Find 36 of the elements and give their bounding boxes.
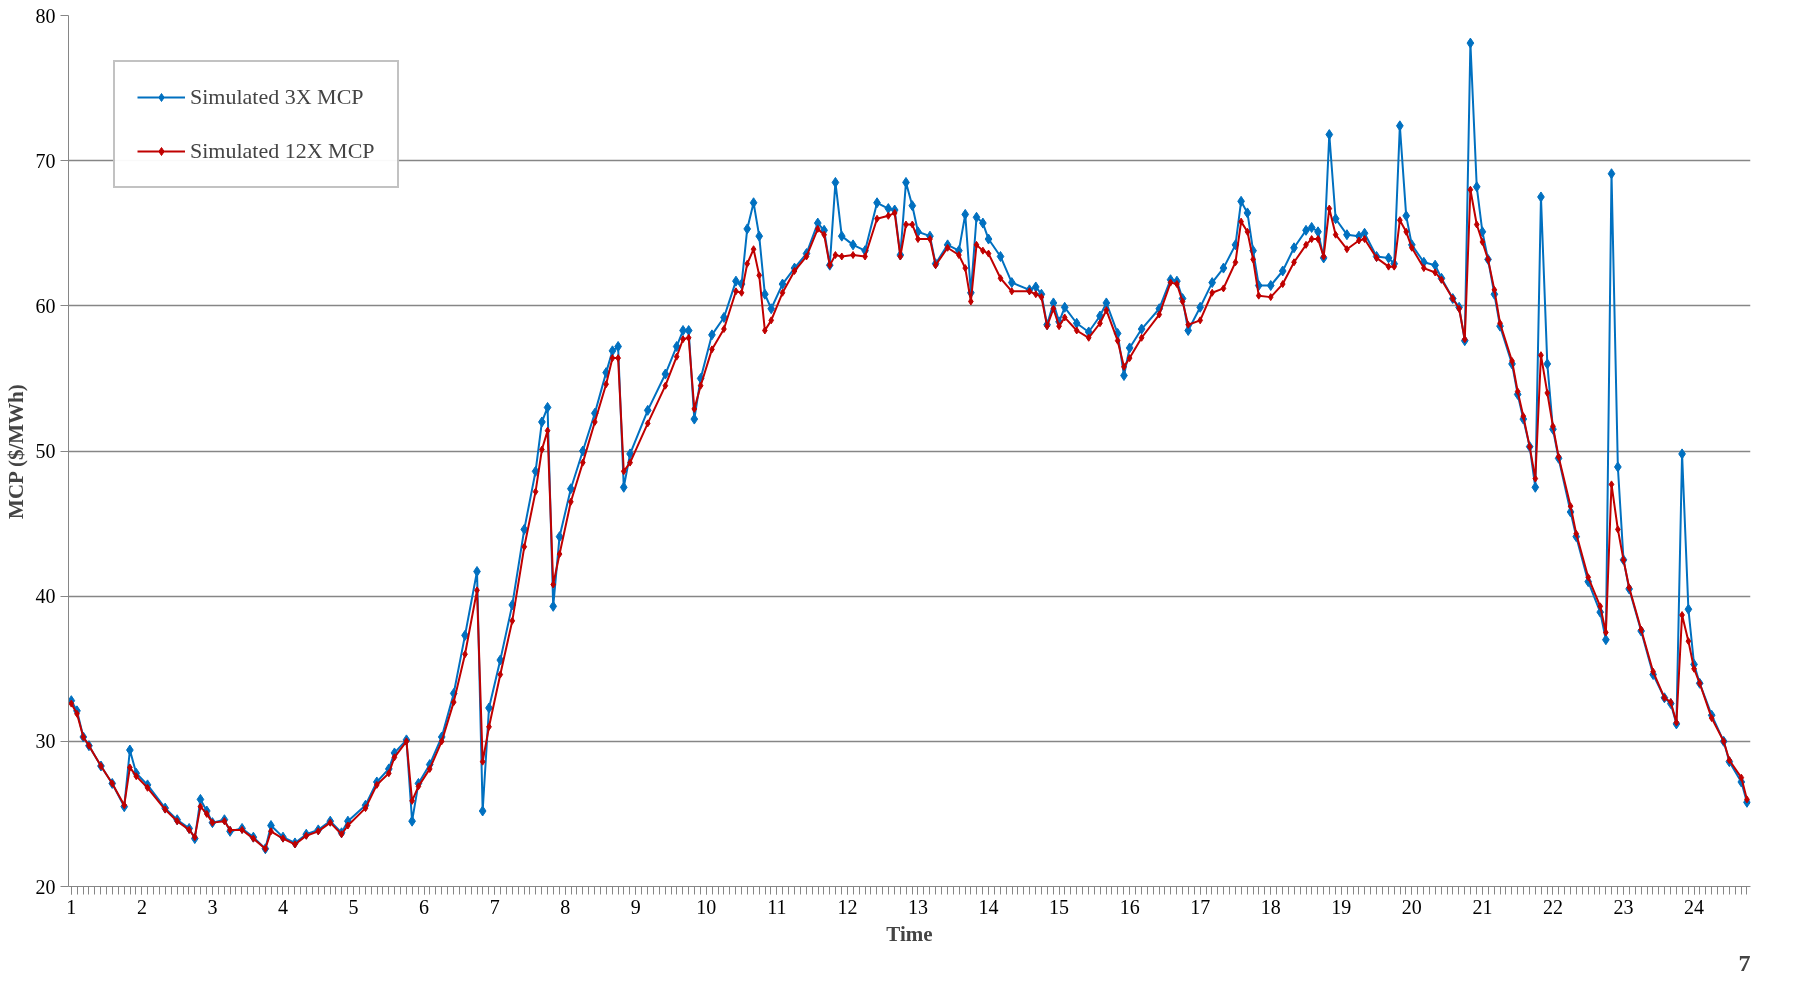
x-tick-label: 1 [66, 895, 77, 918]
x-tick-label: 18 [1260, 895, 1281, 918]
y-tick-label: 20 [35, 875, 56, 898]
x-tick-label: 14 [978, 895, 999, 918]
y-tick-label: 40 [35, 585, 56, 608]
x-tick-label: 11 [767, 895, 787, 918]
x-tick-label: 9 [630, 895, 641, 918]
x-tick-label: 3 [207, 895, 218, 918]
x-tick-label: 21 [1472, 895, 1493, 918]
y-tick-label: 70 [35, 149, 56, 172]
y-axis-title: MCP ($/MWh) [3, 384, 28, 519]
y-tick-label: 80 [35, 4, 56, 27]
legend-label: Simulated 3X MCP [190, 84, 364, 110]
x-tick-label: 16 [1119, 895, 1140, 918]
x-tick-label: 8 [560, 895, 571, 918]
x-tick-label: 13 [907, 895, 928, 918]
legend-label: Simulated 12X MCP [190, 138, 375, 164]
x-axis-title: Time [886, 921, 933, 946]
y-tick-label: 30 [35, 730, 56, 753]
x-tick-label: 4 [277, 895, 288, 918]
x-tick-label: 24 [1684, 895, 1705, 918]
x-tick-label: 23 [1613, 895, 1634, 918]
x-tick-label: 15 [1049, 895, 1070, 918]
y-tick-label: 60 [35, 294, 56, 317]
x-tick-label: 5 [348, 895, 359, 918]
x-tick-label: 12 [837, 895, 858, 918]
x-tick-label: 2 [136, 895, 147, 918]
x-tick-label: 19 [1331, 895, 1352, 918]
x-tick-label: 7 [489, 895, 500, 918]
x-tick-label: 10 [696, 895, 717, 918]
x-tick-label: 6 [419, 895, 430, 918]
x-tick-label: 22 [1542, 895, 1563, 918]
x-tick-label: 20 [1401, 895, 1422, 918]
y-tick-label: 50 [35, 440, 56, 462]
text: 7 [1738, 949, 1751, 976]
x-tick-label: 17 [1190, 895, 1211, 918]
